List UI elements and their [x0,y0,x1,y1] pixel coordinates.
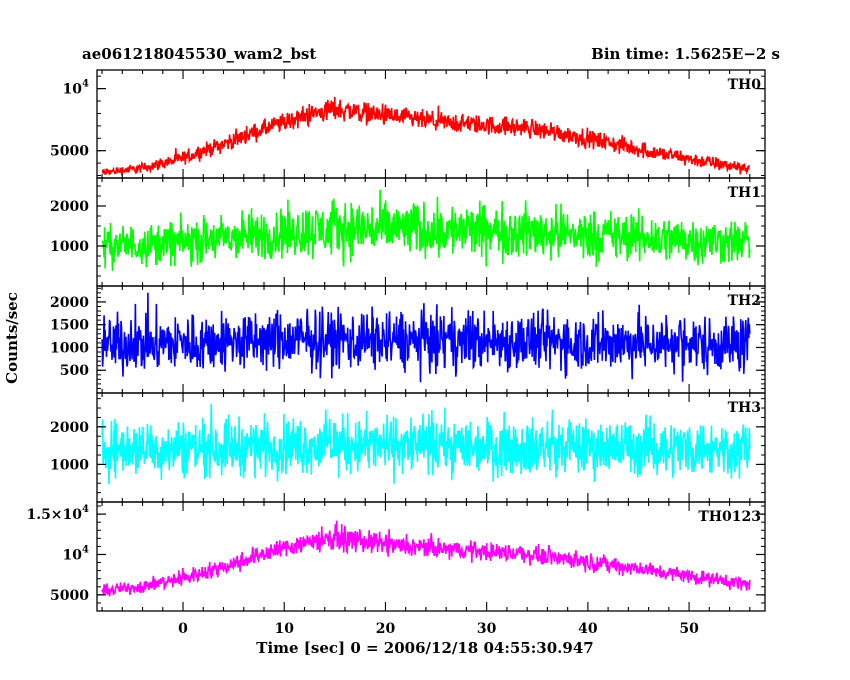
y-tick-label: 2000 [50,199,89,215]
panel-th1: 1000 2000 TH1 [50,177,766,287]
panel-label: TH1 [728,185,761,201]
x-tick-label: 30 [477,621,497,637]
panel-th0: 5000 104 TH0 [50,69,766,179]
panel-label: TH0123 [698,509,761,525]
x-tick-label: 40 [578,621,598,637]
y-tick-label: 104 [63,79,89,98]
panel-th0123: 5000 104 1.5×104 TH0123 [26,501,766,612]
bin-time-label: Bin time: 1.5625E−2 s [591,45,780,63]
y-tick-label: 500 [60,363,89,379]
panel-label: TH2 [728,293,761,309]
series-th3 [101,403,751,485]
chart-title: ae061218045530_wam2_bst [82,45,317,63]
x-tick-label: 0 [178,621,188,637]
y-tick-label: 1000 [50,457,89,473]
y-tick-label: 104 [63,544,89,563]
y-tick-label: 1000 [50,239,89,255]
series-th2 [101,292,751,383]
y-tick-label: 5000 [50,144,89,160]
panel-label: TH3 [728,400,761,416]
panel-label: TH0 [728,77,762,93]
panel-frame [96,501,766,612]
panel-th2: 500 1000 1500 2000 TH2 [50,285,766,394]
y-tick-label: 5000 [50,588,89,604]
y-tick-label: 1.5×104 [26,504,89,523]
series-th0123 [101,520,751,597]
x-tick-label: 20 [376,621,396,637]
y-tick-label: 2000 [50,295,89,311]
panel-th3: 1000 2000 TH3 [50,392,766,503]
y-tick-label: 2000 [50,420,89,436]
x-axis-label: Time [sec] 0 = 2006/12/18 04:55:30.947 [256,639,594,657]
x-tick-label: 50 [679,621,699,637]
panel-frame [96,69,766,179]
series-th0 [101,96,751,176]
x-tick-label: 10 [275,621,295,637]
y-tick-label: 1500 [50,318,89,334]
y-tick-label: 1000 [50,340,89,356]
series-th1 [101,189,751,272]
